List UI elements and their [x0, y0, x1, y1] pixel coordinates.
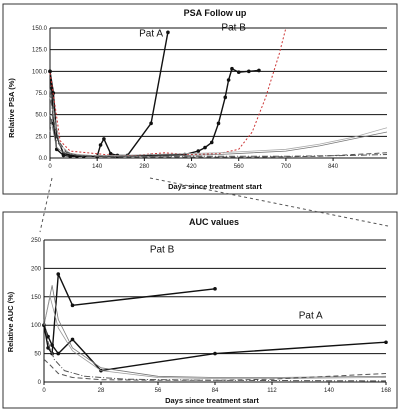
auc-y-tick-label: 0	[38, 380, 42, 386]
zoom-guide-right	[149, 177, 389, 227]
psa-x-axis-label: Days since treatment start	[168, 182, 262, 191]
psa-x-tick-label: 420	[187, 164, 198, 170]
auc-y-tick-label: 250	[31, 238, 42, 244]
auc-x-tick-label: 168	[381, 388, 392, 394]
auc-y-tick-label: 50	[34, 352, 41, 358]
psa-y-tick-label: 125.0	[32, 48, 48, 54]
psa-series-6-line	[49, 88, 388, 157]
psa-pat-a-point	[149, 121, 153, 126]
psa-plot-area: 0.0 25.0 50.0 75.0 100.0 125.0 150.0 0 140 280 420…	[32, 23, 388, 170]
psa-pat-a-point	[108, 151, 113, 156]
auc-y-tick-label: 150	[31, 295, 42, 301]
psa-x-tick-label: 140	[92, 164, 103, 170]
psa-pat-b-point	[257, 68, 261, 73]
zoom-guide-left	[39, 177, 53, 233]
psa-y-tick-label: 100.0	[32, 69, 48, 75]
psa-series-2-line	[49, 27, 287, 157]
psa-pat-a-point	[166, 30, 170, 35]
psa-pat-b-point	[209, 140, 214, 145]
psa-pat-b-point	[216, 121, 221, 126]
auc-pat-a-point	[56, 351, 61, 356]
psa-series-5-line	[49, 105, 388, 158]
psa-annotation-pat-b: Pat B	[221, 23, 246, 34]
auc-series-2-line	[43, 284, 387, 378]
psa-pat-b-point	[226, 78, 231, 82]
auc-series-3-line	[43, 296, 387, 380]
auc-pat-b-line	[43, 273, 216, 355]
auc-x-tick-label: 0	[42, 388, 46, 394]
psa-y-tick-label: 75.0	[35, 91, 47, 97]
auc-y-tick-label: 200	[31, 266, 42, 272]
psa-panel-frame	[2, 3, 398, 195]
psa-pat-b-point	[203, 145, 207, 150]
auc-pat-a-point	[70, 337, 75, 342]
auc-annotation-pat-a: Pat A	[299, 310, 323, 321]
auc-pat-b-point	[213, 287, 217, 291]
psa-pat-b-point	[236, 70, 241, 74]
psa-pat-a-line	[49, 32, 169, 158]
psa-pat-a-point	[98, 143, 103, 147]
psa-pat-b-point	[247, 69, 251, 74]
psa-pat-b-point	[230, 66, 234, 71]
auc-pat-a-point	[384, 340, 388, 345]
psa-y-axis-label: Relative PSA (%)	[7, 78, 16, 138]
auc-y-axis-label: Relative AUC (%)	[6, 291, 15, 352]
auc-panel-frame	[2, 211, 398, 409]
auc-x-tick-label: 140	[324, 388, 335, 394]
auc-pat-a-point	[50, 343, 54, 347]
psa-chart-title: PSA Follow up	[184, 8, 247, 18]
auc-pat-a-point	[213, 351, 217, 356]
psa-y-tick-label: 0.0	[39, 156, 48, 162]
psa-pat-a-point	[102, 137, 106, 141]
psa-x-tick-label: 280	[139, 164, 150, 170]
psa-y-tick-label: 25.0	[35, 134, 47, 140]
psa-y-tick-label: 50.0	[35, 113, 47, 119]
auc-x-axis-label: Days since treatment start	[165, 396, 259, 405]
auc-chart-title: AUC values	[189, 217, 239, 227]
psa-y-tick-label: 150.0	[32, 26, 48, 32]
auc-x-tick-label: 112	[267, 388, 277, 394]
auc-pat-b-point	[56, 272, 61, 276]
psa-x-tick-label: 840	[328, 164, 339, 170]
auc-x-tick-label: 28	[98, 388, 105, 394]
auc-plot-area: 0 50 100 150 200 250 0 28 56 84 112 140 168 Pat B Pat …	[31, 238, 392, 394]
auc-series-5-line	[43, 319, 387, 382]
auc-pat-b-point	[46, 346, 50, 350]
psa-pat-b-point	[223, 95, 228, 100]
auc-series-4-line	[43, 358, 387, 381]
auc-annotation-pat-b: Pat B	[150, 244, 175, 255]
psa-x-tick-label: 0	[48, 164, 52, 170]
auc-pat-b-point	[70, 303, 75, 308]
psa-pat-b-point	[196, 149, 201, 153]
psa-pat-b-line	[49, 67, 259, 158]
auc-x-tick-label: 84	[212, 388, 219, 394]
psa-x-tick-label: 700	[281, 164, 292, 170]
auc-y-tick-label: 100	[31, 323, 42, 329]
psa-x-tick-label: 560	[234, 164, 245, 170]
psa-pat-b-point	[48, 69, 52, 74]
auc-x-tick-label: 56	[155, 388, 162, 394]
psa-annotation-pat-a: Pat A	[139, 29, 163, 40]
